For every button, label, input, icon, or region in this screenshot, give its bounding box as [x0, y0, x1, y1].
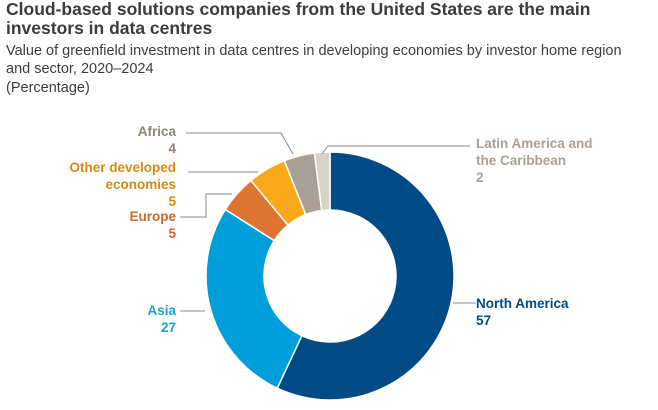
chart-title: Cloud-based solutions companies from the…	[6, 0, 646, 38]
leader-line-europe	[180, 193, 232, 218]
label-other-developed-line-1: Other developed	[69, 160, 176, 175]
label-other-developed-line-2: economies	[105, 177, 176, 192]
slice-asia	[205, 208, 303, 390]
slice-north-america	[276, 151, 455, 401]
value-other-developed: 5	[168, 194, 176, 209]
label-north-america: North America	[476, 296, 569, 311]
slice-latin-america-and-the-caribbean	[313, 151, 331, 212]
label-latin-america-line-1: Latin America and	[476, 136, 593, 151]
leader-line-africa	[186, 132, 294, 155]
label-europe: Europe	[129, 209, 176, 224]
chart-subtitle: Value of greenfield investment in data c…	[6, 43, 622, 77]
label-asia: Asia	[147, 303, 176, 318]
donut-slices	[205, 151, 455, 401]
value-africa: 4	[168, 141, 176, 156]
value-latin-america: 2	[476, 170, 484, 185]
chart-title-line-1: Cloud-based solutions companies from the…	[6, 0, 591, 19]
value-europe: 5	[168, 226, 176, 241]
value-asia: 27	[161, 320, 176, 335]
chart-units: (Percentage)	[6, 80, 90, 96]
label-latin-america-line-2: the Caribbean	[476, 153, 566, 168]
value-north-america: 57	[476, 313, 491, 328]
label-africa: Africa	[138, 124, 177, 139]
chart-title-line-2: investors in data centres	[6, 18, 213, 38]
leader-line-latin-america	[321, 145, 470, 155]
